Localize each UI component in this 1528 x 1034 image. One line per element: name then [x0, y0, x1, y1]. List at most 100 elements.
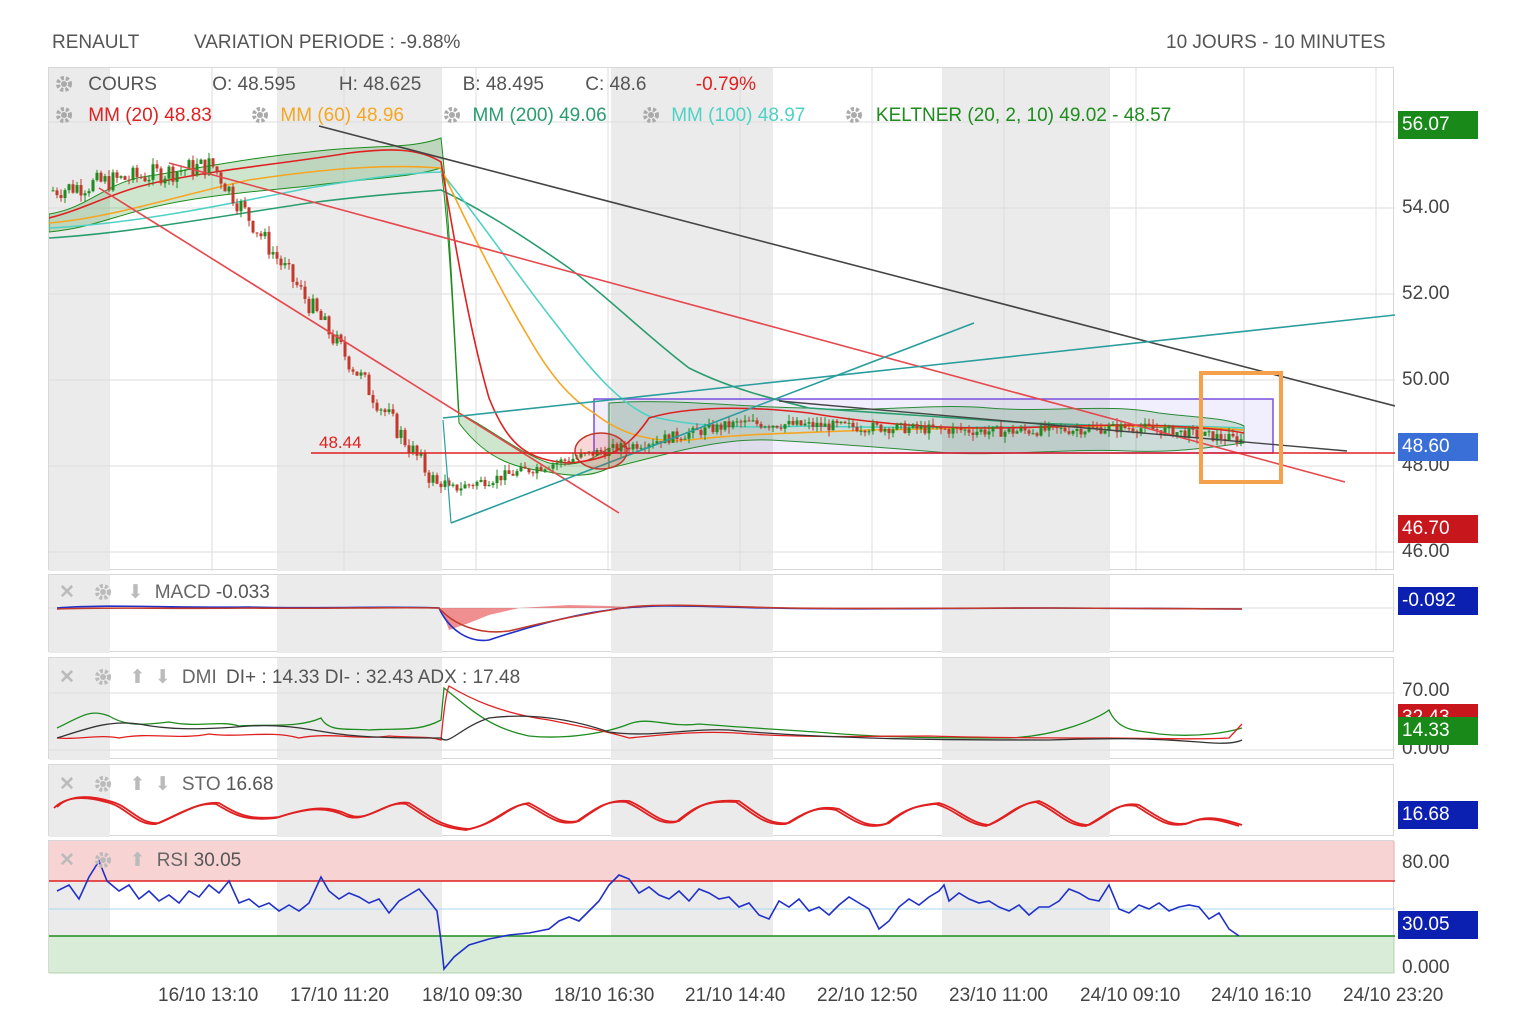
candle-body [803, 423, 807, 426]
candle-body [155, 164, 159, 169]
candle-body [1039, 425, 1043, 436]
gear-icon[interactable] [55, 75, 73, 93]
high-badge: 56.07 [1398, 111, 1478, 139]
candle-body [371, 395, 375, 403]
candle-body [1175, 432, 1179, 437]
arrow-up-icon[interactable]: ⬆ [129, 850, 146, 871]
arrow-down-icon[interactable]: ⬇ [154, 774, 171, 795]
keltner-label[interactable]: KELTNER (20, 2, 10) [875, 105, 1055, 126]
mm200-label[interactable]: MM (200) [472, 105, 554, 126]
gear-icon[interactable] [642, 106, 660, 124]
candle-body [1195, 429, 1199, 438]
arrow-up-icon[interactable]: ⬆ [129, 667, 146, 688]
rsi-panel[interactable]: ✕ ⬆ RSI 30.05 [48, 840, 1395, 974]
mm100-label[interactable]: MM (100) [671, 105, 753, 126]
candle-body [851, 422, 855, 427]
gear-icon[interactable] [94, 775, 112, 793]
candle-body [1235, 436, 1239, 444]
macd-panel[interactable]: ✕ ⬇ MACD -0.033 [48, 574, 1395, 653]
candle-body [1167, 426, 1171, 428]
x-tick: 24/10 23:20 [1343, 985, 1444, 1006]
change-value: -0.79% [695, 74, 756, 95]
candle-body [759, 423, 763, 428]
uptrend-line [450, 322, 975, 524]
candle-body [631, 444, 635, 450]
period-selector[interactable]: 10 JOURS - 10 MINUTES [1166, 32, 1386, 53]
price-chart[interactable]: 48.44 COURS O: 48.595 H: 48.625 B: 48.49… [48, 67, 1395, 571]
candle-body [211, 158, 215, 167]
candle-body [807, 422, 811, 424]
candle-body [335, 334, 339, 344]
close-icon[interactable]: ✕ [59, 774, 75, 795]
close-value: C: 48.6 [585, 74, 647, 95]
candle-body [175, 171, 179, 182]
candle-body [363, 372, 367, 375]
candle-body [715, 424, 719, 433]
candle-body [763, 426, 767, 428]
mm100-value: 48.97 [757, 105, 806, 126]
gear-icon[interactable] [94, 668, 112, 686]
candle-body [375, 402, 379, 411]
candle-body [815, 422, 819, 427]
y-tick: 50.00 [1402, 369, 1450, 390]
sto-svg [49, 765, 1243, 837]
close-icon[interactable]: ✕ [59, 850, 75, 871]
di-minus-line [56, 685, 1243, 741]
candle-body [983, 429, 987, 435]
candle-body [387, 409, 391, 413]
macd-value: -0.033 [215, 582, 270, 603]
candle-body [1111, 423, 1115, 426]
di-plus-badge: 14.33 [1398, 717, 1478, 745]
gear-icon[interactable] [251, 106, 269, 124]
arrow-up-icon[interactable]: ⬆ [129, 774, 146, 795]
candle-body [1071, 430, 1075, 434]
candle-body [1215, 434, 1219, 441]
candle-body [1203, 431, 1207, 436]
candle-body [739, 421, 743, 423]
candle-body [1019, 428, 1023, 432]
sto-panel[interactable]: ✕ ⬆ ⬇ STO 16.68 [48, 764, 1394, 837]
candle-body [503, 470, 507, 481]
close-icon[interactable]: ✕ [59, 667, 75, 688]
sto-value: 16.68 [225, 774, 274, 795]
rsi-badge: 30.05 [1398, 911, 1478, 939]
rsi-value: 30.05 [193, 850, 242, 871]
mm20-label[interactable]: MM (20) [88, 105, 160, 126]
gear-icon[interactable] [94, 851, 112, 869]
gear-icon[interactable] [55, 106, 73, 124]
indicator-legend: MM (20) 48.83 MM (60) 48.96 MM (200) 49.… [55, 105, 1171, 127]
candle-body [407, 445, 411, 454]
arrow-down-icon[interactable]: ⬇ [127, 582, 144, 603]
candle-body [1067, 431, 1071, 434]
candle-body [1171, 426, 1175, 437]
rsi-line [56, 859, 1240, 971]
candle-body [635, 444, 639, 449]
candle-body [443, 480, 447, 488]
dmi-panel[interactable]: ✕ ⬆ ⬇ DMI DI+ : 14.33 DI- : 32.43 ADX : … [48, 657, 1395, 760]
candle-body [399, 429, 403, 438]
x-tick: 18/10 16:30 [554, 985, 655, 1006]
arrow-down-icon[interactable]: ⬇ [154, 667, 171, 688]
close-icon[interactable]: ✕ [59, 582, 75, 603]
candle-body [223, 183, 227, 192]
candle-body [1015, 431, 1019, 434]
candle-body [87, 191, 91, 194]
candle-body [531, 472, 535, 474]
gear-icon[interactable] [443, 106, 461, 124]
candle-body [1079, 429, 1083, 435]
candle-body [919, 426, 923, 429]
candle-body [1127, 428, 1131, 430]
candle-body [319, 311, 323, 320]
candle-body [935, 426, 939, 428]
gear-icon[interactable] [845, 106, 863, 124]
mm60-label[interactable]: MM (60) [280, 105, 352, 126]
candle-body [139, 176, 143, 178]
candle-body [183, 169, 187, 171]
candle-body [523, 466, 527, 469]
candle-body [611, 444, 615, 448]
candle-body [115, 172, 119, 178]
gear-icon[interactable] [94, 583, 112, 601]
candle-body [131, 167, 135, 181]
candle-body [999, 426, 1003, 437]
candle-body [475, 481, 479, 486]
